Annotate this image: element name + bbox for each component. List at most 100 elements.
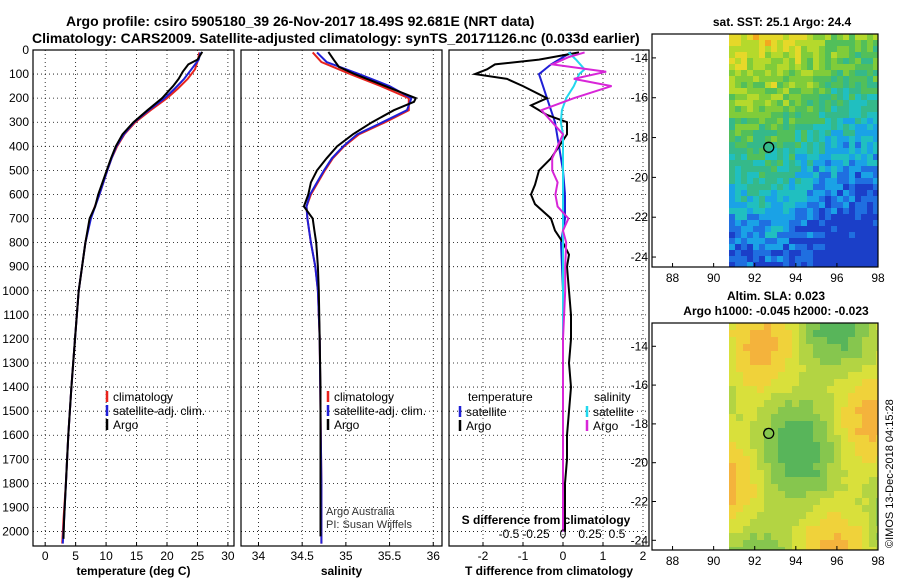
- map-cell: [771, 202, 777, 208]
- map-cell: [819, 34, 825, 40]
- map-cell: [771, 414, 778, 421]
- map-cell: [819, 76, 825, 82]
- map-cell: [820, 421, 827, 428]
- map-cell: [841, 435, 848, 442]
- map-cell: [813, 178, 819, 184]
- map-cell: [750, 470, 757, 477]
- map-cell: [747, 118, 753, 124]
- map-cell: [827, 491, 834, 498]
- map-cell: [799, 379, 806, 386]
- map-cell: [789, 70, 795, 76]
- map-cell: [827, 358, 834, 365]
- map-cell: [778, 449, 785, 456]
- map-cell: [795, 226, 801, 232]
- map-cell: [771, 226, 777, 232]
- map-cell: [861, 238, 867, 244]
- map-cell: [753, 100, 759, 106]
- map-cell: [862, 386, 869, 393]
- map-cell: [813, 470, 820, 477]
- map-cell: [861, 76, 867, 82]
- map-cell: [841, 512, 848, 519]
- map-cell: [785, 540, 792, 547]
- x-tick-label: -2: [478, 549, 489, 563]
- map-cell: [825, 232, 831, 238]
- map-cell: [729, 386, 736, 393]
- map-cell: [867, 250, 873, 256]
- map-cell: [855, 46, 861, 52]
- map-cell: [873, 184, 878, 190]
- map-cell: [778, 372, 785, 379]
- map-cell: [765, 256, 771, 262]
- map-y-tick-label: -14: [631, 339, 649, 353]
- map-cell: [806, 533, 813, 540]
- x-tick-label: 25: [191, 549, 205, 563]
- map-cell: [801, 166, 807, 172]
- map-cell: [841, 358, 848, 365]
- map-cell: [729, 220, 735, 226]
- map-cell: [753, 256, 759, 262]
- map-cell: [729, 226, 735, 232]
- map-cell: [729, 238, 735, 244]
- map-cell: [807, 166, 813, 172]
- map-cell: [750, 323, 757, 330]
- map-cell: [750, 449, 757, 456]
- map-cell: [785, 337, 792, 344]
- map-y-tick-label: -24: [631, 533, 649, 547]
- map-cell: [827, 428, 834, 435]
- map-cell: [759, 58, 765, 64]
- map-cell: [729, 172, 735, 178]
- map-cell: [771, 112, 777, 118]
- map-cell: [759, 172, 765, 178]
- map-cell: [736, 365, 743, 372]
- map-cell: [841, 456, 848, 463]
- map-cell: [849, 130, 855, 136]
- map-cell: [771, 477, 778, 484]
- map-cell: [807, 196, 813, 202]
- map-x-tick-label: 98: [871, 554, 885, 568]
- plot-frame: [240, 49, 443, 547]
- map-cell: [813, 238, 819, 244]
- map-cell: [729, 154, 735, 160]
- map-cell: [825, 262, 831, 267]
- map-cell: [735, 166, 741, 172]
- map-cell: [753, 46, 759, 52]
- map-cell: [736, 512, 743, 519]
- map-cell: [750, 414, 757, 421]
- map-cell: [783, 262, 789, 267]
- map-cell: [843, 82, 849, 88]
- map-cell: [837, 256, 843, 262]
- map-cell: [747, 148, 753, 154]
- map-cell: [741, 238, 747, 244]
- map-cell: [735, 94, 741, 100]
- map-cell: [869, 372, 876, 379]
- map-cell: [849, 40, 855, 46]
- map-cell: [834, 323, 841, 330]
- map-x-tick-label: 94: [789, 271, 803, 285]
- map-cell: [873, 136, 878, 142]
- map-cell: [841, 498, 848, 505]
- map-cell: [729, 70, 735, 76]
- map-cell: [825, 76, 831, 82]
- map-cell: [729, 112, 735, 118]
- map-cell: [759, 238, 765, 244]
- map-cell: [834, 400, 841, 407]
- map-cell: [813, 435, 820, 442]
- map-cell: [792, 526, 799, 533]
- map-cell: [806, 330, 813, 337]
- map-cell: [795, 88, 801, 94]
- map-cell: [736, 358, 743, 365]
- map-cell: [759, 106, 765, 112]
- map-cell: [806, 351, 813, 358]
- map-cell: [753, 148, 759, 154]
- map-cell: [785, 372, 792, 379]
- map-cell: [795, 148, 801, 154]
- map-cell: [855, 40, 861, 46]
- map-cell: [753, 52, 759, 58]
- map-cell: [799, 400, 806, 407]
- map-cell: [825, 154, 831, 160]
- map-cell: [862, 337, 869, 344]
- map-cell: [807, 244, 813, 250]
- map-cell: [848, 512, 855, 519]
- map-cell: [743, 372, 750, 379]
- map-cell: [771, 190, 777, 196]
